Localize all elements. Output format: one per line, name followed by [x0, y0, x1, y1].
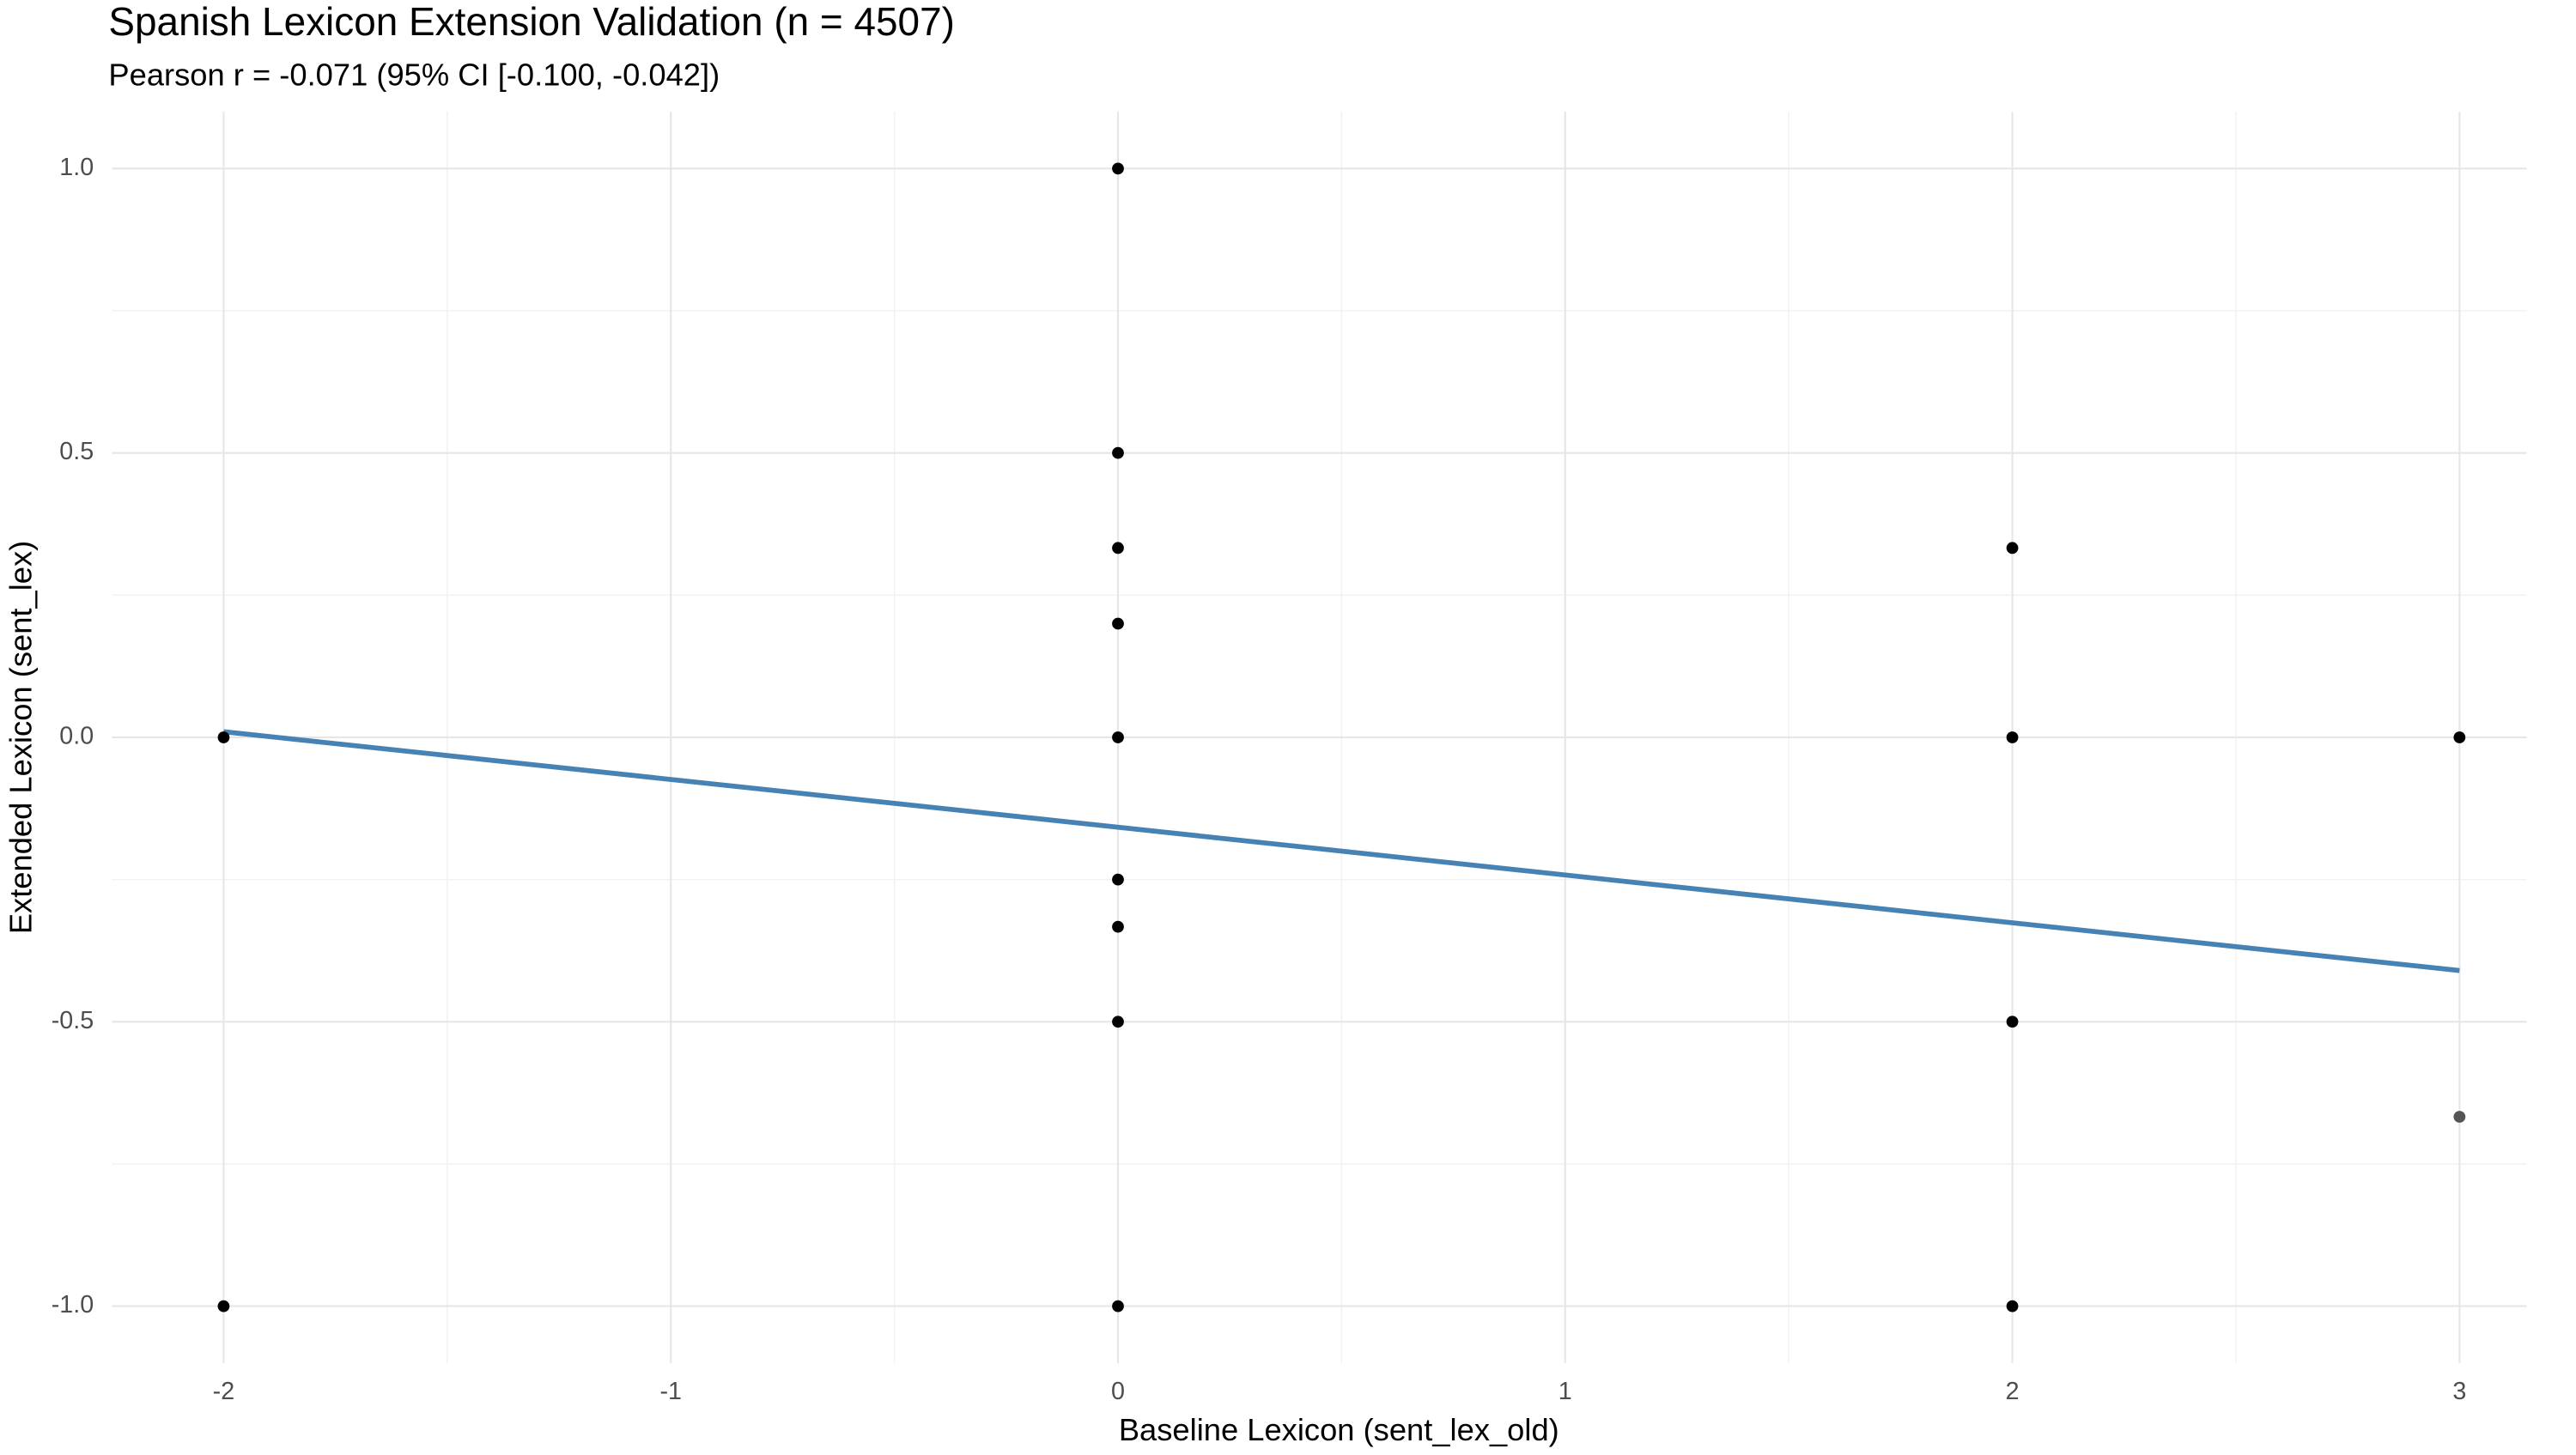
y-axis-label: Extended Lexicon (sent_lex): [3, 541, 39, 934]
point: [1112, 1015, 1124, 1028]
point: [1112, 1300, 1124, 1313]
chart-title: Spanish Lexicon Extension Validation (n …: [108, 0, 955, 44]
point: [2453, 731, 2466, 743]
y-tick-label: 0.5: [59, 438, 94, 465]
point: [217, 1300, 230, 1313]
y-tick-label: 1.0: [59, 154, 94, 181]
y-tick-label: -0.5: [52, 1007, 94, 1034]
point: [1112, 162, 1124, 175]
x-axis-label: Baseline Lexicon (sent_lex_old): [1119, 1412, 1559, 1447]
x-tick-label: -2: [213, 1378, 235, 1405]
point: [1112, 731, 1124, 743]
point: [1112, 542, 1124, 555]
point: [1112, 617, 1124, 630]
x-tick-label: 3: [2452, 1378, 2466, 1405]
x-tick-label: 1: [1558, 1378, 1572, 1405]
point: [1112, 446, 1124, 459]
x-tick-label: -1: [659, 1378, 682, 1405]
x-tick-label: 2: [2006, 1378, 2020, 1405]
point: [217, 731, 230, 743]
point: [2006, 542, 2019, 555]
chart-subtitle: Pearson r = -0.071 (95% CI [-0.100, -0.0…: [108, 58, 720, 93]
point: [2006, 1300, 2019, 1313]
y-tick-label: 0.0: [59, 723, 94, 750]
point: [1112, 920, 1124, 933]
y-tick-label: -1.0: [52, 1291, 94, 1319]
point: [2006, 731, 2019, 743]
fit-line: [223, 729, 2460, 973]
x-tick-label: 0: [1111, 1378, 1125, 1405]
point: [1112, 873, 1124, 886]
point: [2453, 1111, 2466, 1123]
point: [2006, 1015, 2019, 1028]
